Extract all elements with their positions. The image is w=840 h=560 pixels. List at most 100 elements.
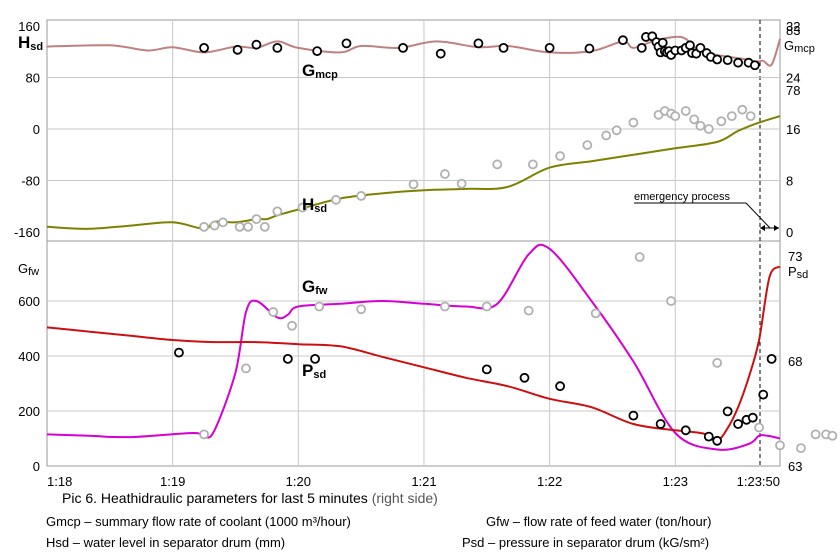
marker-gfw: [634, 252, 645, 262]
upper-right-outer-tick-label: 8: [786, 174, 793, 189]
marker-psd: [703, 431, 714, 442]
marker-gfw: [314, 301, 325, 312]
marker-gmcp: [749, 60, 760, 71]
marker-gmcp: [695, 42, 706, 53]
marker-hsd: [582, 140, 593, 150]
marker-gmcp: [435, 48, 446, 59]
marker-gmcp: [272, 42, 283, 53]
marker-hsd: [251, 214, 262, 225]
marker-gfw: [590, 308, 601, 319]
marker-gmcp: [251, 39, 262, 50]
marker-hsd: [670, 111, 681, 122]
upper-right-inner-tick-label: 83: [786, 23, 800, 38]
emergency-annotation: emergency process: [634, 191, 730, 203]
upper-right-outer-tick-label: 32: [786, 19, 800, 34]
lower-left-tick-label: 200: [18, 404, 40, 419]
marker-gmcp: [199, 42, 209, 53]
marker-hsd: [726, 111, 737, 122]
plot-frame: [46, 19, 781, 467]
marker-gmcp: [398, 42, 408, 53]
marker-gmcp: [657, 37, 668, 48]
legend-gfw: Gfw – flow rate of feed water (ton/hour): [486, 514, 712, 529]
x-tick-label: 1:19: [160, 474, 185, 489]
x-tick-label: 1:23:50: [737, 474, 780, 489]
x-tick-label: 1:22: [537, 474, 562, 489]
marker-hsd: [209, 220, 220, 231]
upper-right-outer-tick-label: 16: [786, 122, 800, 137]
upper-left-tick-label: 0: [33, 122, 40, 137]
chart-svg: 1:18 1:19 1:20 1:21 1:22 1:23 1:23:50160800-80…: [14, 19, 838, 489]
marker-hsd: [297, 202, 308, 213]
marker-psd: [733, 419, 744, 429]
x-tick-label: 1:21: [411, 474, 436, 489]
marker-psd: [712, 435, 723, 446]
marker-hsd: [689, 114, 700, 125]
marker-hsd: [611, 125, 622, 136]
marker-gmcp: [722, 55, 733, 66]
marker-gfw: [287, 320, 297, 331]
marker-hsd: [356, 191, 367, 201]
marker-hsd: [456, 178, 467, 189]
marker-hsd: [259, 221, 270, 232]
legend-psd: Psd – pressure in separator drum (kG/sm²…: [462, 535, 710, 550]
series-label-hsd: Hsd: [302, 195, 327, 215]
emergency-pointer: [745, 202, 771, 229]
lower-right-tick-label: 63: [788, 459, 802, 474]
marker-hsd: [745, 111, 756, 122]
x-tick-label: 1:23: [663, 474, 688, 489]
marker-psd: [722, 406, 733, 417]
marker-psd: [628, 410, 639, 421]
upper-left-tick-label: 80: [26, 71, 40, 86]
lower-left-tick-label: 400: [18, 349, 40, 364]
marker-gfw: [268, 307, 279, 317]
emergency-arrows: [760, 225, 779, 231]
marker-gfw: [754, 422, 764, 433]
marker-psd: [481, 364, 492, 375]
marker-gfw: [523, 305, 534, 316]
marker-hsd: [601, 130, 612, 141]
series-line-hsd: [46, 115, 781, 230]
upper-left-axis-name: Hsd: [18, 33, 43, 53]
marker-hsd: [737, 104, 748, 115]
legend-gmcp: Gmcp – summary flow rate of coolant (100…: [46, 514, 351, 529]
marker-hsd: [243, 221, 253, 232]
marker-hsd: [440, 169, 450, 179]
marker-gfw: [481, 301, 492, 312]
marker-gfw: [827, 430, 838, 441]
x-tick-label: 1:18: [47, 474, 72, 489]
marker-psd: [519, 372, 530, 383]
legend-hsd: Hsd – water level in separator drum (mm): [46, 535, 286, 550]
upper-left-tick-label: -160: [14, 225, 40, 240]
lower-right-tick-label: 73: [788, 249, 802, 264]
marker-gmcp: [685, 40, 695, 51]
marker-gmcp: [618, 35, 628, 46]
marker-gfw: [199, 429, 209, 440]
marker-hsd: [492, 159, 503, 170]
marker-psd: [655, 419, 666, 429]
marker-gmcp: [712, 54, 723, 65]
marker-gfw: [440, 301, 450, 312]
marker-hsd: [703, 124, 714, 134]
figure-caption: Pic 6. Heathidraulic parameters for last…: [62, 490, 438, 506]
marker-hsd: [272, 206, 283, 217]
marker-gmcp: [636, 42, 647, 53]
marker-gfw: [356, 304, 367, 315]
marker-gmcp: [544, 42, 555, 53]
lower-right-tick-label: 68: [788, 354, 802, 369]
marker-hsd: [555, 151, 565, 161]
upper-left-tick-label: 160: [18, 19, 40, 34]
marker-gmcp: [498, 42, 509, 53]
marker-psd: [758, 389, 769, 400]
upper-right-inner-tick-label: 78: [786, 83, 800, 98]
marker-psd: [310, 353, 320, 364]
marker-psd: [747, 412, 758, 423]
lower-left-tick-label: 600: [18, 294, 40, 309]
lower-left-tick-label: 0: [33, 459, 40, 474]
marker-gmcp: [232, 44, 243, 55]
upper-left-tick-label: -80: [21, 174, 40, 189]
marker-hsd: [695, 120, 706, 131]
marker-hsd: [628, 117, 639, 128]
marker-layer: [174, 31, 838, 454]
series-label-psd: Psd: [302, 361, 326, 381]
marker-hsd: [218, 217, 228, 228]
